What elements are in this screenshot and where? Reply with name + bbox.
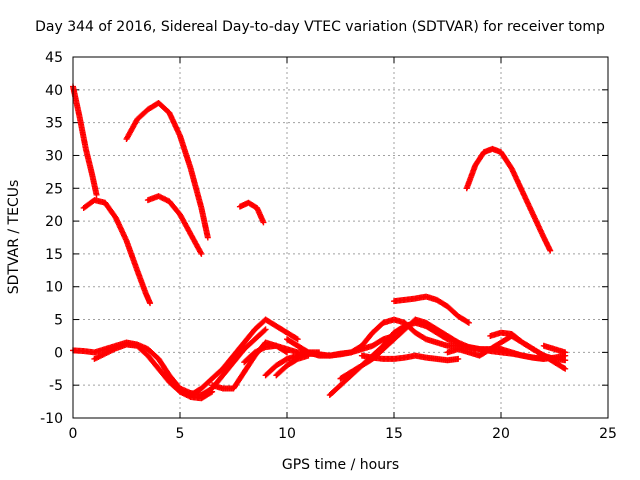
series-arc-3 <box>123 99 211 241</box>
chart-title: Day 344 of 2016, Sidereal Day-to-day VTE… <box>35 19 605 35</box>
series-arc-2 <box>80 197 154 307</box>
data-point-marker <box>562 349 569 356</box>
data-point-marker <box>207 389 214 396</box>
series-arc-4 <box>144 193 205 257</box>
x-tick-label: 5 <box>176 426 185 442</box>
data-point-marker <box>455 355 462 362</box>
y-tick-label: 40 <box>45 83 63 99</box>
data-point-marker <box>262 326 269 333</box>
y-tick-label: -5 <box>49 378 63 394</box>
series-arc-22 <box>540 342 569 356</box>
series-arc-9 <box>177 316 301 399</box>
data-point-marker <box>198 250 205 257</box>
series-arc-18 <box>391 293 472 326</box>
y-tick-label: -10 <box>40 411 63 427</box>
data-point-marker <box>147 300 154 307</box>
series-arc-8 <box>91 341 216 402</box>
data-point-marker <box>562 365 569 372</box>
y-tick-label: 25 <box>45 181 63 197</box>
y-tick-label: 5 <box>54 313 63 329</box>
x-tick-label: 10 <box>278 426 296 442</box>
x-tick-label: 15 <box>385 426 403 442</box>
data-point-marker <box>293 335 300 342</box>
series-arc-1 <box>70 83 100 198</box>
data-point-marker <box>209 388 216 395</box>
series-arc-7 <box>70 326 269 399</box>
y-tick-label: 15 <box>45 247 63 263</box>
axis-ticks: 0 5 10 15 20 25 -10 -5 0 5 10 15 20 25 30 35 40 45 <box>40 50 617 442</box>
series-arc-13 <box>273 352 312 379</box>
y-axis-label: SDTVAR / TECUs <box>6 179 22 295</box>
series-arc-17 <box>358 352 462 364</box>
data-point-marker <box>294 336 301 343</box>
series-arc-5 <box>236 199 267 226</box>
data-point-marker <box>93 191 100 198</box>
series-arc-21 <box>498 346 569 362</box>
x-tick-label: 20 <box>492 426 510 442</box>
x-tick-label: 25 <box>599 426 617 442</box>
data-point-marker <box>465 319 472 326</box>
data-point-marker <box>260 219 267 226</box>
data-point-marker <box>547 247 554 254</box>
x-axis-label: GPS time / hours <box>281 457 400 473</box>
y-tick-label: 10 <box>45 280 63 296</box>
plot-frame <box>72 56 609 419</box>
x-tick-label: 0 <box>69 426 78 442</box>
data-point-marker <box>204 234 211 241</box>
y-tick-label: 0 <box>54 345 63 361</box>
y-tick-label: 20 <box>45 214 63 230</box>
data-point-marker <box>464 319 471 326</box>
y-tick-label: 45 <box>45 50 63 66</box>
data-point-marker <box>561 365 568 372</box>
series-arc-6 <box>463 145 554 254</box>
y-tick-label: 30 <box>45 148 63 164</box>
data-series <box>70 83 569 402</box>
data-point-marker <box>261 327 268 334</box>
y-tick-label: 35 <box>45 116 63 132</box>
